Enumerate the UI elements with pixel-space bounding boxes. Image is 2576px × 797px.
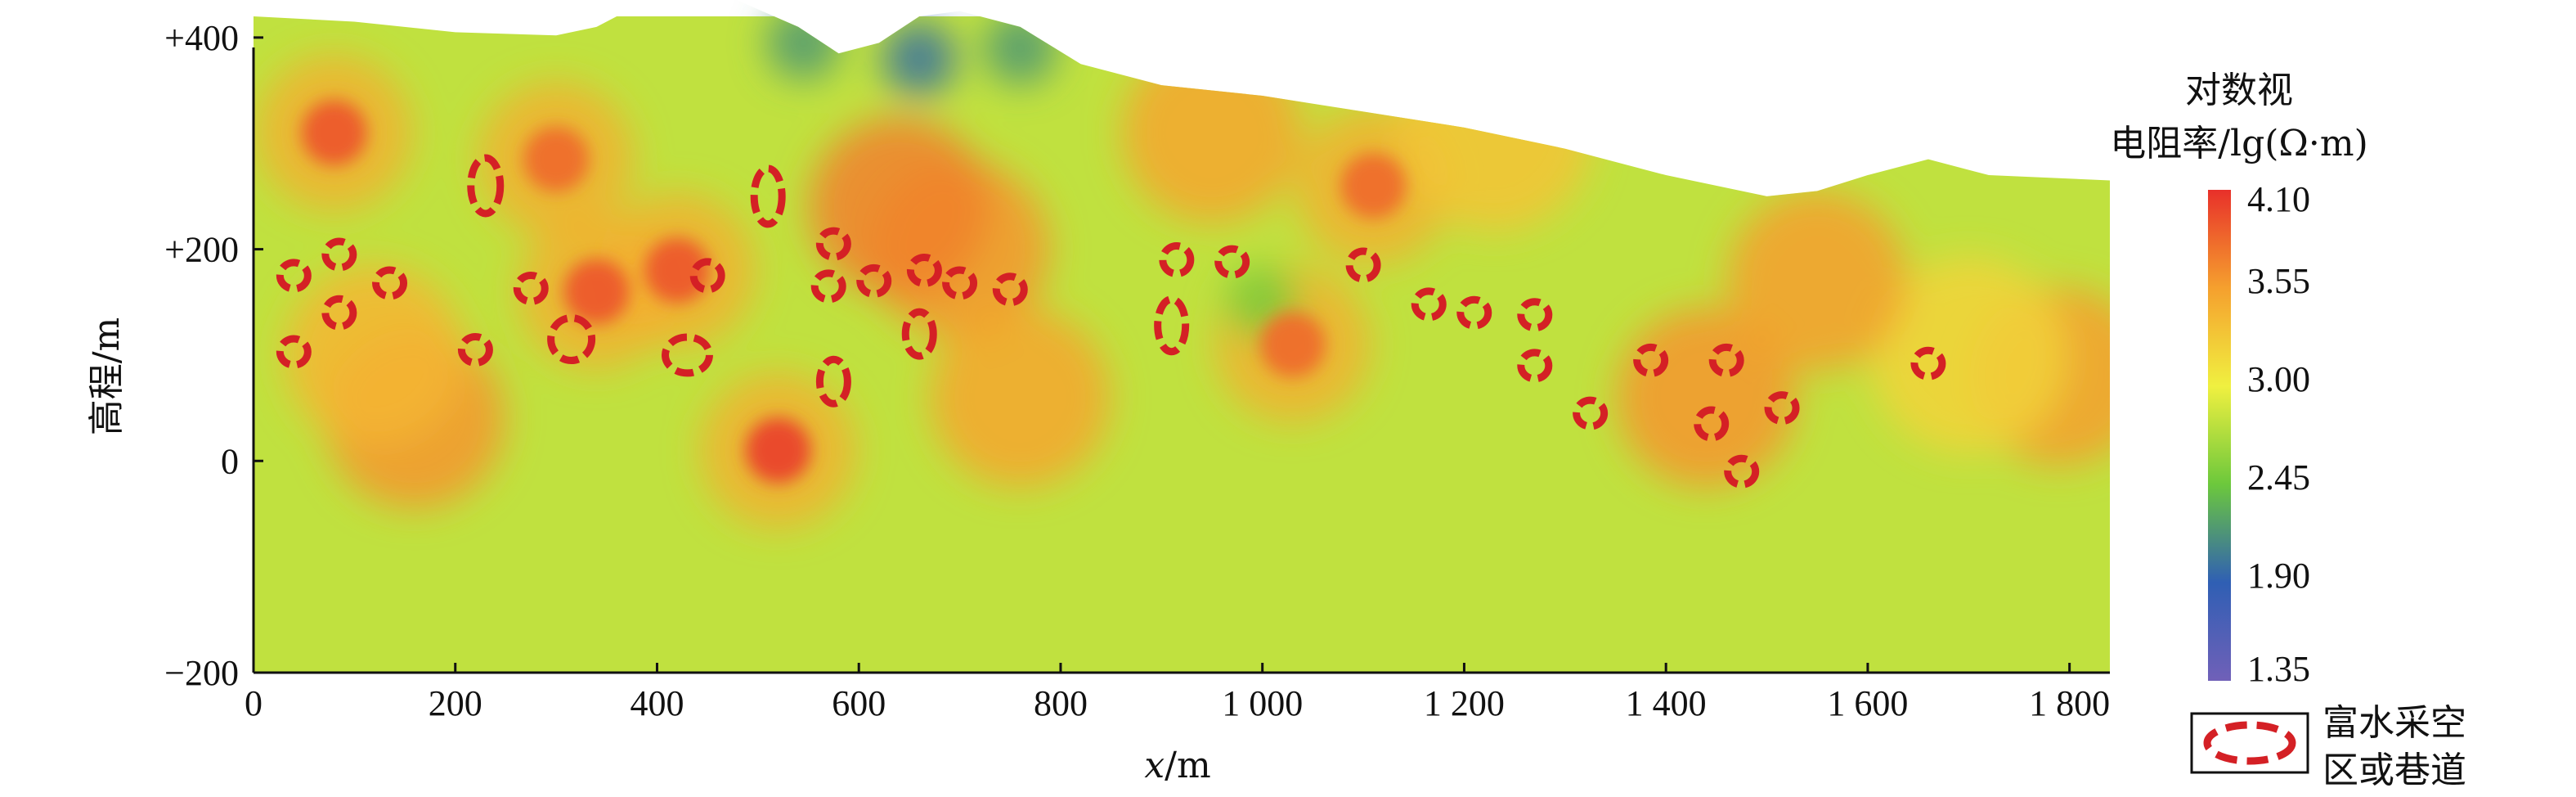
water-zone-ellipse bbox=[1411, 287, 1447, 322]
y-tick-label: +200 bbox=[164, 230, 239, 270]
x-tick-label: 1 000 bbox=[1222, 683, 1303, 723]
resistivity-anomaly bbox=[809, 116, 990, 297]
resistivity-anomaly bbox=[523, 126, 590, 192]
x-tick-label: 1 200 bbox=[1424, 683, 1505, 723]
resistivity-anomaly bbox=[285, 264, 465, 445]
water-zone-ellipse bbox=[467, 154, 505, 218]
water-zone-ellipse bbox=[457, 332, 493, 367]
x-tick-label: 800 bbox=[1034, 683, 1088, 723]
water-zone-ellipse bbox=[547, 314, 596, 365]
water-zone-ellipse bbox=[1159, 242, 1195, 278]
legend-label-line1: 富水采空 bbox=[2322, 702, 2466, 744]
heatmap-anomalies-fine bbox=[301, 100, 1407, 484]
resistivity-anomaly bbox=[644, 237, 711, 304]
water-zone-ellipse bbox=[901, 308, 937, 360]
resistivity-anomaly bbox=[1340, 152, 1407, 218]
colorbar-tick-label: 4.10 bbox=[2247, 179, 2310, 219]
y-tick-label: 0 bbox=[221, 441, 239, 481]
water-zone-ellipse bbox=[276, 335, 312, 369]
x-axis-title: x/m bbox=[1144, 745, 1210, 786]
water-zone-ellipse bbox=[372, 266, 408, 300]
water-zone-ellipse bbox=[1708, 343, 1744, 377]
water-zone-ellipse bbox=[321, 295, 357, 331]
water-zone-ellipse bbox=[1573, 396, 1609, 430]
water-zone-ellipse bbox=[815, 227, 851, 261]
colorbar-tick-label: 1.90 bbox=[2247, 556, 2310, 596]
heatmap-anomalies bbox=[256, 6, 2110, 529]
water-zone-ellipse bbox=[1214, 245, 1250, 279]
water-zone-ellipse bbox=[815, 355, 851, 408]
x-axis-ticks: 0 200 400 600 800 1 000 1 200 1 400 1 600 1 800 bbox=[245, 663, 2110, 723]
resistivity-anomaly bbox=[301, 100, 367, 166]
x-tick-label: 400 bbox=[630, 683, 684, 723]
water-zone-markers bbox=[276, 154, 1946, 489]
resistivity-anomaly bbox=[766, 6, 841, 80]
resistivity-anomaly bbox=[745, 417, 811, 484]
axes: 0 200 400 600 800 1 000 1 200 1 400 1 600 1 800 −… bbox=[164, 18, 2110, 723]
water-zone-ellipse bbox=[1154, 295, 1190, 356]
water-zone-ellipse bbox=[856, 263, 892, 298]
resistivity-anomaly bbox=[1870, 256, 2067, 453]
x-axis-unit: /m bbox=[1165, 745, 1211, 786]
x-tick-label: 0 bbox=[245, 683, 263, 723]
water-zone-ellipse bbox=[810, 269, 846, 304]
heatmap-section bbox=[254, 6, 2110, 673]
water-zone-ellipse bbox=[942, 266, 978, 300]
water-zone-ellipse bbox=[750, 164, 786, 228]
x-tick-label: 1 800 bbox=[2029, 683, 2110, 723]
x-axis-var: x bbox=[1144, 745, 1165, 786]
water-zone-ellipse bbox=[1910, 346, 1946, 380]
x-tick-label: 1 600 bbox=[1827, 683, 1908, 723]
legend-ellipse-symbol bbox=[2203, 721, 2296, 765]
water-zone-ellipse bbox=[1633, 343, 1669, 377]
colorbar-ticks: 4.10 3.55 3.00 2.45 1.90 1.35 bbox=[2247, 179, 2310, 689]
colorbar-title-line1: 对数视 bbox=[2185, 70, 2293, 111]
resistivity-anomaly bbox=[1259, 312, 1326, 377]
legend: 富水采空 区或巷道 bbox=[2190, 702, 2466, 791]
water-zone-ellipse bbox=[661, 333, 713, 377]
colorbar-title-line2: 电阻率/lg(Ω·m) bbox=[2110, 123, 2368, 164]
water-zone-ellipse bbox=[1694, 406, 1730, 442]
water-zone-ellipse bbox=[276, 259, 312, 293]
resistivity-anomaly bbox=[563, 259, 630, 325]
water-zone-ellipse bbox=[992, 272, 1028, 307]
y-axis-ticks: −200 0 +200 +400 bbox=[164, 18, 263, 693]
water-zone-ellipse bbox=[906, 253, 942, 287]
y-axis-title: 高程/m bbox=[86, 317, 128, 436]
water-zone-ellipse bbox=[1517, 349, 1553, 383]
resistivity-anomaly bbox=[1616, 307, 1797, 488]
x-tick-label: 600 bbox=[832, 683, 886, 723]
water-zone-ellipse bbox=[1345, 247, 1381, 283]
y-tick-label: +400 bbox=[164, 18, 239, 58]
water-zone-ellipse bbox=[513, 271, 549, 305]
x-tick-label: 1 400 bbox=[1626, 683, 1707, 723]
colorbar-tick-label: 3.55 bbox=[2247, 261, 2310, 301]
water-zone-ellipse bbox=[1764, 391, 1800, 426]
resistivity-anomaly bbox=[930, 307, 1111, 488]
water-zone-ellipse bbox=[1456, 295, 1492, 330]
resistivity-anomaly bbox=[1727, 191, 1908, 371]
y-tick-label: −200 bbox=[164, 653, 239, 693]
water-zone-ellipse bbox=[321, 237, 357, 272]
colorbar-gradient bbox=[2208, 190, 2231, 681]
colorbar-tick-label: 3.00 bbox=[2247, 359, 2310, 399]
resistivity-anomaly bbox=[1396, 34, 1593, 232]
resistivity-anomaly bbox=[882, 21, 957, 96]
colorbar-tick-label: 2.45 bbox=[2247, 457, 2310, 498]
legend-label-line2: 区或巷道 bbox=[2322, 750, 2466, 791]
colorbar: 对数视 电阻率/lg(Ω·m) 4.10 3.55 3.00 2.45 1.90 1.35 bbox=[2110, 70, 2368, 689]
water-zone-ellipse bbox=[1724, 454, 1760, 489]
water-zone-ellipse bbox=[689, 258, 725, 294]
resistivity-anomaly bbox=[983, 11, 1057, 85]
resistivity-anomaly bbox=[1122, 43, 1303, 223]
water-zone-ellipse bbox=[1517, 298, 1553, 332]
legend-box bbox=[2190, 712, 2309, 774]
colorbar-tick-label: 1.35 bbox=[2247, 649, 2310, 689]
x-tick-label: 200 bbox=[429, 683, 482, 723]
